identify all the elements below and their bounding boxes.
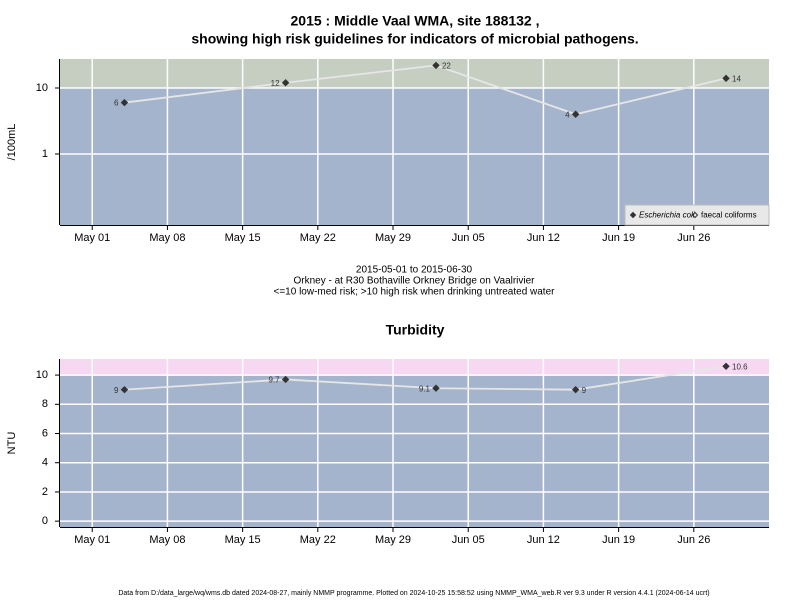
chart-title: 2015 : Middle Vaal WMA, site 188132 ,: [291, 13, 540, 29]
data-label: 6: [114, 99, 119, 108]
data-label: 9: [582, 386, 587, 395]
note: <=10 low-med risk; >10 high risk when dr…: [274, 287, 556, 298]
x-tick-label: Jun 26: [677, 232, 710, 244]
x-tick-label: Jun 26: [677, 534, 710, 546]
data-label: 9: [114, 386, 119, 395]
data-point: [120, 98, 129, 107]
plot-area: [60, 359, 769, 527]
data-label: 22: [442, 62, 451, 71]
x-tick-label: May 29: [375, 232, 411, 244]
data-point: [571, 110, 580, 118]
data-point: [432, 384, 440, 392]
x-tick-label: May 15: [225, 232, 261, 244]
y-tick-label: 8: [42, 398, 48, 410]
data-label: 9.1: [419, 384, 431, 393]
y-tick-label: 0: [42, 515, 48, 527]
x-tick-label: Jun 05: [452, 232, 485, 244]
chart-title: Turbidity: [386, 322, 445, 338]
chart-title: showing high risk guidelines for indicat…: [191, 31, 638, 47]
y-tick-label: 1: [42, 148, 48, 160]
high-risk-band: [60, 59, 769, 88]
note: 2015-05-01 to 2015-06-30: [356, 265, 473, 276]
y-axis-label: /100mL: [6, 124, 18, 161]
x-tick-label: May 01: [74, 232, 110, 244]
y-tick-label: 10: [36, 82, 48, 94]
y-tick-label: 4: [42, 457, 48, 469]
legend-label: Escherichia coli: [639, 211, 695, 220]
x-tick-label: Jun 12: [527, 534, 560, 546]
x-tick-label: May 22: [300, 232, 336, 244]
legend-marker: [629, 211, 637, 219]
data-label: 9.7: [268, 376, 280, 385]
data-label: 10.6: [732, 362, 748, 371]
footer: Data from D:/data_large/wq/wms.db dated …: [118, 590, 709, 597]
high-risk-band: [60, 359, 769, 376]
y-axis-label: NTU: [6, 432, 18, 455]
x-tick-label: May 08: [149, 534, 185, 546]
x-tick-label: Jun 19: [602, 232, 635, 244]
x-tick-label: May 15: [225, 534, 261, 546]
x-tick-label: Jun 05: [452, 534, 485, 546]
y-tick-label: 10: [36, 369, 48, 381]
x-tick-label: May 29: [375, 534, 411, 546]
legend-label: faecal coliforms: [701, 211, 757, 220]
data-label: 14: [732, 74, 741, 83]
data-point: [432, 61, 440, 70]
x-tick-label: May 08: [149, 232, 185, 244]
x-tick-label: May 22: [300, 534, 336, 546]
x-tick-label: May 01: [74, 534, 110, 546]
data-label: 12: [271, 79, 280, 88]
data-point: [281, 79, 290, 87]
x-tick-label: Jun 19: [602, 534, 635, 546]
y-tick-label: 2: [42, 486, 48, 498]
legend: Escherichia coli faecal coliforms: [624, 204, 770, 226]
x-tick-label: Jun 12: [527, 232, 560, 244]
data-label: 4: [565, 110, 570, 119]
data-point: [281, 375, 290, 384]
data-point: [571, 385, 580, 394]
data-point: [722, 74, 730, 83]
data-point: [120, 385, 129, 394]
legend-marker: [691, 211, 699, 219]
y-tick-label: 6: [42, 427, 48, 439]
data-point: [722, 362, 730, 371]
note: Orkney - at R30 Bothaville Orkney Bridge…: [293, 276, 535, 287]
